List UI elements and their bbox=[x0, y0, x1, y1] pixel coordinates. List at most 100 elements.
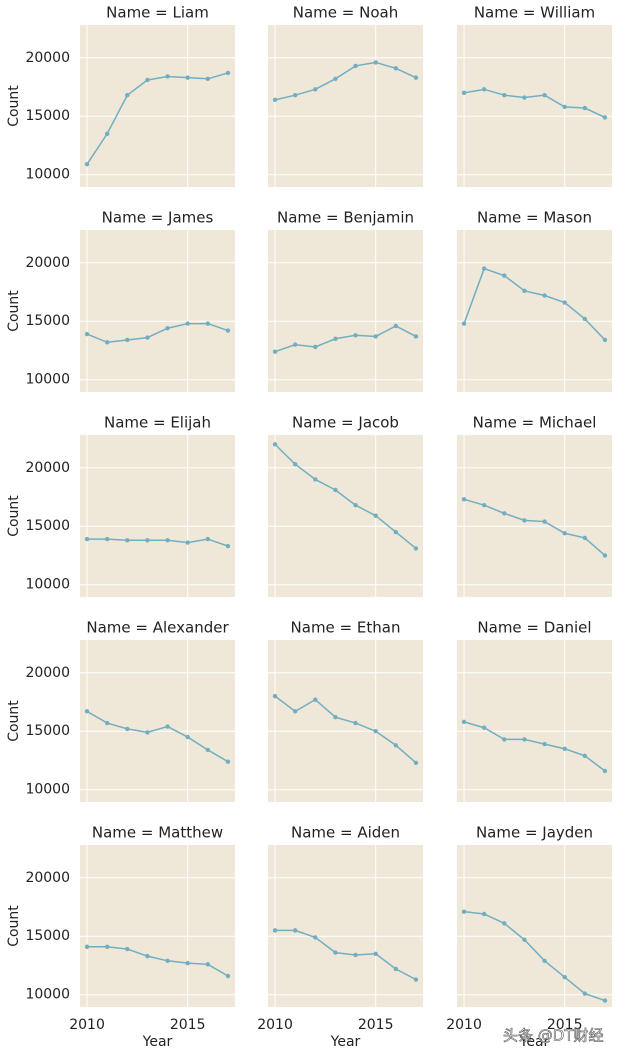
point bbox=[205, 76, 211, 82]
point bbox=[502, 737, 507, 742]
y-tick-label: 10000 bbox=[25, 372, 70, 388]
point bbox=[353, 720, 358, 726]
plot-background bbox=[80, 845, 235, 1007]
point bbox=[84, 161, 90, 167]
y-tick-label: 10000 bbox=[25, 987, 70, 1003]
y-tick-label: 20000 bbox=[25, 255, 70, 271]
point bbox=[393, 743, 399, 748]
point bbox=[502, 92, 507, 98]
point bbox=[542, 958, 547, 963]
point bbox=[522, 518, 527, 523]
point bbox=[292, 342, 298, 347]
point bbox=[461, 90, 467, 96]
point bbox=[272, 442, 278, 447]
point bbox=[292, 462, 298, 467]
panel-title: Name = William bbox=[474, 4, 595, 22]
point bbox=[125, 337, 130, 343]
point bbox=[562, 104, 567, 110]
point bbox=[205, 962, 211, 967]
y-tick-label: 20000 bbox=[25, 870, 70, 886]
point bbox=[602, 998, 608, 1003]
point bbox=[185, 75, 190, 80]
panel-title: Name = Daniel bbox=[477, 619, 591, 637]
x-tick-label: 2015 bbox=[358, 1017, 394, 1033]
point bbox=[313, 477, 318, 482]
point bbox=[313, 87, 318, 92]
y-axis-label: Count bbox=[6, 700, 22, 742]
point bbox=[125, 538, 130, 543]
point bbox=[104, 944, 110, 949]
panel-title: Name = Aiden bbox=[291, 824, 400, 842]
point bbox=[205, 321, 211, 326]
plot-background bbox=[268, 230, 423, 392]
point bbox=[481, 502, 487, 508]
panel-title: Name = Michael bbox=[473, 414, 597, 432]
panel-title: Name = Liam bbox=[106, 4, 209, 22]
point bbox=[272, 349, 278, 354]
point bbox=[272, 97, 278, 103]
point bbox=[333, 950, 338, 955]
y-tick-label: 20000 bbox=[25, 50, 70, 66]
point bbox=[84, 536, 90, 542]
point bbox=[542, 741, 547, 747]
point bbox=[562, 300, 567, 305]
x-axis-label: Year bbox=[142, 1034, 173, 1050]
panel-title: Name = Jacob bbox=[292, 414, 399, 432]
point bbox=[481, 725, 487, 730]
line bbox=[274, 695, 417, 764]
point bbox=[502, 511, 507, 516]
point bbox=[481, 266, 487, 271]
point bbox=[353, 333, 358, 338]
point bbox=[165, 538, 170, 543]
panel-title: Name = Mason bbox=[477, 209, 592, 227]
point bbox=[413, 75, 419, 80]
point bbox=[165, 74, 170, 79]
line bbox=[86, 322, 229, 344]
point bbox=[225, 973, 231, 979]
plot-background bbox=[457, 640, 612, 802]
y-axis-label: Count bbox=[6, 905, 22, 947]
x-axis-label: Year bbox=[519, 1034, 550, 1050]
point bbox=[292, 928, 298, 933]
point bbox=[413, 977, 419, 982]
point bbox=[602, 337, 608, 343]
plot-background bbox=[268, 25, 423, 187]
point bbox=[145, 730, 150, 735]
point bbox=[125, 92, 130, 98]
point bbox=[373, 334, 378, 339]
point bbox=[225, 759, 231, 764]
point bbox=[373, 513, 378, 518]
plot-background bbox=[457, 25, 612, 187]
point bbox=[165, 958, 170, 963]
point bbox=[185, 960, 190, 966]
point bbox=[413, 546, 419, 551]
panel-title: Name = Elijah bbox=[104, 414, 211, 432]
line bbox=[463, 267, 606, 341]
plot-background bbox=[268, 435, 423, 597]
point bbox=[562, 746, 567, 751]
point bbox=[582, 753, 588, 758]
y-tick-label: 20000 bbox=[25, 460, 70, 476]
point bbox=[542, 293, 547, 298]
point bbox=[393, 966, 399, 972]
point bbox=[582, 316, 588, 322]
point bbox=[185, 540, 190, 545]
y-tick-label: 20000 bbox=[25, 665, 70, 681]
plot-background bbox=[268, 640, 423, 802]
point bbox=[461, 321, 467, 326]
x-tick-label: 2010 bbox=[446, 1017, 482, 1033]
line bbox=[463, 498, 606, 557]
point bbox=[104, 340, 110, 345]
point bbox=[145, 335, 150, 340]
plot-background bbox=[80, 230, 235, 392]
x-tick-label: 2015 bbox=[547, 1017, 583, 1033]
plot-background bbox=[457, 435, 612, 597]
line bbox=[463, 910, 606, 1002]
point bbox=[145, 77, 150, 83]
point bbox=[333, 76, 338, 82]
plot-background bbox=[80, 25, 235, 187]
plot-background bbox=[80, 640, 235, 802]
point bbox=[502, 921, 507, 926]
point bbox=[205, 747, 211, 753]
